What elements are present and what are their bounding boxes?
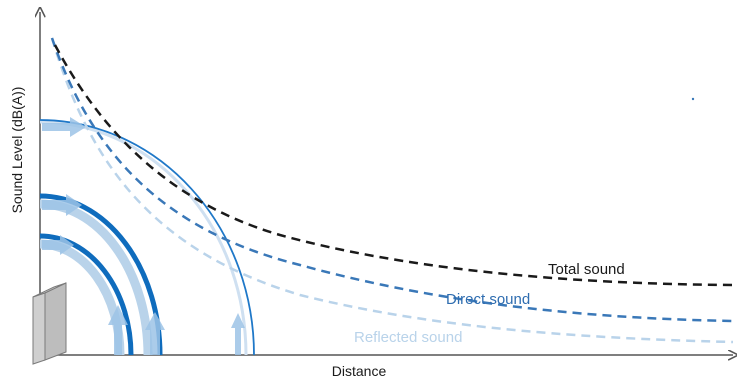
total-sound-curve <box>53 44 734 287</box>
total-sound-label: Total sound <box>548 261 625 278</box>
arrow-icon <box>42 117 86 137</box>
x-axis-label: Distance <box>332 363 387 379</box>
arrow-icon <box>42 235 74 255</box>
arrow-icon <box>108 305 128 355</box>
reflected-sound-label: Reflected sound <box>354 329 462 346</box>
arrow-icon <box>145 312 165 355</box>
speaker-icon <box>32 282 67 365</box>
reflected-sound-curve <box>50 37 734 344</box>
sound-wave-outer <box>39 119 255 356</box>
sound-wave-inner <box>39 233 134 356</box>
direct-sound-label: Direct sound <box>446 291 530 308</box>
stray-dot <box>691 97 695 101</box>
y-axis-label: Sound Level (dB(A)) <box>9 87 25 214</box>
arrow-icon <box>231 313 245 355</box>
arrow-icon <box>42 194 82 216</box>
direct-sound-curve <box>50 37 734 323</box>
